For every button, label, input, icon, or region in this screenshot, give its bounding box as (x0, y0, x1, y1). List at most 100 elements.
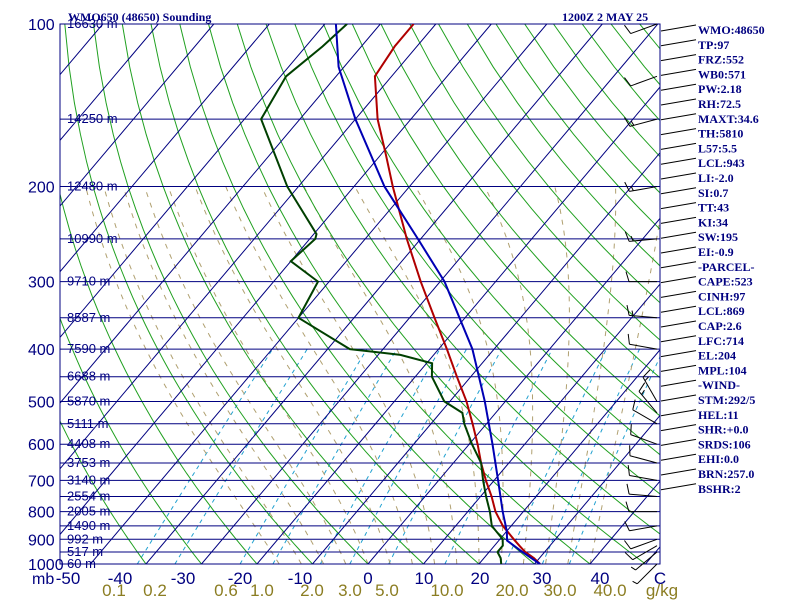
moist-adiabat (354, 186, 480, 564)
isotherm (312, 151, 660, 564)
index-leader (660, 157, 697, 165)
mixing-ratio-label: 30.0 (543, 581, 576, 600)
isotherm (589, 480, 660, 564)
index-item: SHR:+0.0 (698, 423, 749, 437)
dry-adiabat (755, 24, 800, 564)
mixing-ratio-line (272, 348, 398, 564)
index-item: -WIND- (698, 378, 740, 392)
height-label: 7590 m (67, 341, 110, 356)
wind-barb (632, 399, 658, 425)
pressure-label: 700 (28, 473, 55, 490)
pressure-label: 100 (28, 17, 55, 34)
wind-barb (624, 538, 658, 550)
height-label: 992 m (67, 531, 103, 546)
mixing-ratio-line (388, 348, 503, 564)
mixing-ratio-line (319, 348, 441, 564)
index-leader (660, 364, 697, 372)
wind-barb (624, 231, 658, 242)
index-leader (660, 409, 697, 417)
wind-barb (625, 501, 657, 513)
index-item: SRDS:106 (698, 437, 751, 451)
index-leader (660, 172, 697, 180)
temperature-label: -40 (108, 569, 133, 588)
wind-barb-staff (629, 118, 658, 127)
mixing-ratio-lines (136, 348, 660, 564)
index-item: LCL:869 (698, 304, 745, 318)
wind-barb-flag (624, 521, 630, 531)
wind-barb-flag (626, 483, 630, 495)
pressure-label: 900 (28, 532, 55, 549)
moist-adiabat (103, 186, 302, 564)
moist-adiabat (122, 186, 325, 564)
height-label: 3753 m (67, 455, 110, 470)
height-label: 2554 m (67, 489, 110, 504)
wind-barb-flag (624, 552, 634, 561)
wind-barb-staff (629, 186, 658, 192)
index-item: STM:292/5 (698, 393, 755, 407)
index-leader (660, 231, 697, 239)
parcel-profile (334, 24, 541, 564)
index-item: PW:2.18 (698, 82, 742, 96)
index-leader (660, 68, 697, 76)
wind-barb-staff (629, 493, 658, 498)
station-title: WMO650 (48650) Sounding (68, 10, 211, 24)
index-item: BSHR:2 (698, 482, 741, 496)
mixing-ratio-label: 0.1 (102, 581, 126, 600)
index-leader (660, 424, 697, 432)
wind-barb-staff (629, 474, 658, 481)
index-item: CAPE:523 (698, 275, 753, 289)
isotherm (60, 24, 215, 207)
mixing-ratio-label: 1.0 (250, 581, 274, 600)
temperature-label: -30 (171, 569, 196, 588)
index-leader (660, 128, 697, 136)
temperature-label: 0 (363, 569, 372, 588)
indices-panel: WMO:48650TP:97FRZ:552WB0:571PW:2.18RH:72… (660, 23, 765, 496)
pressure-label: 400 (28, 342, 55, 359)
height-label: 3140 m (67, 472, 110, 487)
index-item: TH:5810 (698, 127, 743, 141)
wind-barb-half (630, 120, 635, 126)
wind-barb-staff (629, 238, 658, 242)
index-item: CINH:97 (698, 289, 745, 303)
index-leader (660, 261, 697, 269)
wind-barb-half (631, 310, 634, 316)
index-leader (660, 216, 697, 224)
wind-barb-flag (624, 540, 632, 550)
mixing-ratio-label: 20.0 (495, 581, 528, 600)
mixing-ratio-line (568, 355, 660, 564)
wind-barb-staff (629, 455, 658, 464)
index-leader (660, 394, 697, 402)
index-leader (660, 24, 697, 32)
index-item: CAP:2.6 (698, 319, 742, 333)
index-leader (660, 350, 697, 358)
temperature-label: 30 (533, 569, 552, 588)
index-leader (660, 202, 697, 210)
moist-adiabat (415, 186, 504, 564)
mixing-ratio-label: 10.0 (430, 581, 463, 600)
wind-barb-flag (627, 465, 630, 476)
wind-barb (627, 465, 658, 481)
index-item: EL:204 (698, 349, 736, 363)
isotherm (60, 24, 437, 470)
height-labels: 16630 m 14250 m 12480 m 10990 m 9710 m 8587 m… (67, 16, 118, 571)
isotherm (367, 217, 660, 564)
mixing-ratio-label: g/kg (646, 581, 678, 600)
wind-barb-flag (625, 271, 630, 282)
wind-barb-staff (629, 525, 658, 532)
dry-adiabat (121, 24, 424, 564)
index-leader (660, 438, 697, 446)
isotherm (60, 24, 159, 142)
dry-adiabat (236, 24, 646, 564)
wind-barb (642, 369, 658, 402)
wind-barb-staff (636, 563, 658, 585)
height-label: 517 m (67, 544, 103, 559)
height-label: 10990 m (67, 231, 118, 246)
temperature-labels: -50 -40 -30 -20 -10 0 10 20 30 40 C (56, 569, 666, 588)
dry-adiabat (495, 24, 660, 230)
index-item: WB0:571 (698, 67, 746, 81)
mixing-ratio-line (136, 348, 274, 564)
wind-barb-half (644, 376, 649, 382)
height-label: 14250 m (67, 111, 118, 126)
wind-barb (626, 483, 658, 498)
